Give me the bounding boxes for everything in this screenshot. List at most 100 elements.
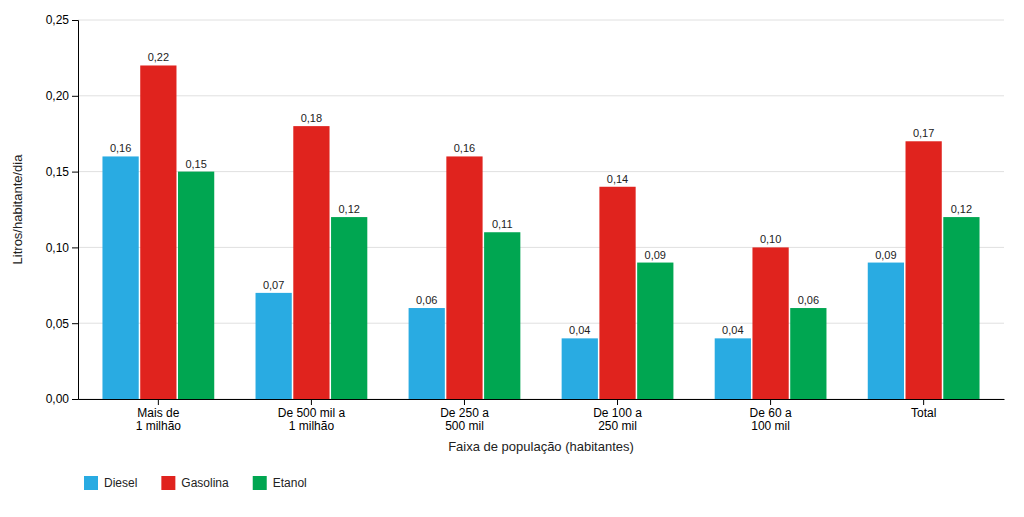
x-tick-label: De 100 a250 mil — [593, 406, 642, 434]
y-tick-mark — [72, 399, 78, 400]
x-tick-label: Total — [911, 406, 936, 420]
data-label: 0,04 — [722, 324, 743, 336]
x-tick-mark — [923, 399, 924, 405]
y-tick-mark — [72, 323, 78, 324]
grid-line — [78, 247, 1004, 248]
bar-series — [140, 65, 942, 399]
x-tick-label-line: 100 mil — [751, 419, 790, 433]
y-tick: 0,20 — [46, 89, 78, 103]
x-tick-mark — [311, 399, 312, 405]
x-tick-label-line: 500 mil — [445, 419, 484, 433]
y-tick-mark — [72, 96, 78, 97]
data-label: 0,17 — [913, 127, 934, 139]
legend-label: Diesel — [104, 476, 137, 490]
y-tick: 0,05 — [46, 317, 78, 331]
bar — [599, 187, 635, 399]
grid-line — [78, 171, 1004, 172]
data-label: 0,10 — [760, 233, 781, 245]
grid — [78, 20, 1004, 399]
y-tick: 0,00 — [46, 392, 78, 406]
y-tick-label: 0,15 — [46, 165, 70, 179]
data-label: 0,06 — [416, 294, 437, 306]
y-tick: 0,25 — [46, 13, 78, 27]
y-axis: 0,00 0,05 0,10 0,15 0,20 0,25 — [46, 13, 79, 406]
data-label: 0,06 — [798, 294, 819, 306]
data-label: 0,09 — [645, 249, 666, 261]
x-tick-label-line: De 250 a — [440, 406, 489, 420]
x-tick-label-line: Mais de — [137, 406, 179, 420]
x-tick-label-line: Total — [911, 406, 936, 420]
grid-line — [78, 20, 1004, 21]
y-axis-title: Litros/habitante/dia — [10, 154, 25, 265]
bar — [446, 156, 482, 399]
y-tick: 0,15 — [46, 165, 78, 179]
x-tick: De 250 a500 mil — [440, 399, 489, 433]
bar — [906, 141, 942, 399]
x-tick-label: De 60 a100 mil — [750, 406, 792, 434]
chart: 0,160,070,060,040,040,090,220,180,160,14… — [0, 0, 1024, 517]
legend-item: Gasolina — [161, 476, 229, 490]
legend-item: Etanol — [253, 476, 307, 490]
x-tick-mark — [770, 399, 771, 405]
plot: 0,160,070,060,040,040,090,220,180,160,14… — [10, 13, 1005, 454]
data-label: 0,18 — [301, 112, 322, 124]
x-tick-label-line: 250 mil — [598, 419, 637, 433]
x-tick-label-line: De 60 a — [750, 406, 792, 420]
x-axis-line — [79, 399, 1005, 400]
x-tick-mark — [158, 399, 159, 405]
x-tick-label-line: De 500 mil a — [278, 406, 346, 420]
data-label: 0,12 — [951, 203, 972, 215]
y-tick-label: 0,25 — [46, 13, 70, 27]
bar — [790, 308, 826, 399]
bar — [752, 247, 788, 399]
x-tick-mark — [617, 399, 618, 405]
legend-label: Gasolina — [181, 476, 229, 490]
y-tick-mark — [72, 247, 78, 248]
legend-item: Diesel — [84, 476, 137, 490]
legend-swatch — [253, 476, 267, 490]
x-tick: De 60 a100 mil — [750, 399, 792, 433]
bars — [102, 65, 979, 399]
bar-series — [178, 172, 980, 399]
data-label: 0,11 — [492, 218, 513, 230]
x-tick-label-line: 1 milhão — [136, 419, 182, 433]
grid-line — [78, 95, 1004, 96]
bar — [409, 308, 445, 399]
data-label: 0,16 — [454, 142, 475, 154]
bar — [102, 156, 138, 399]
y-tick-label: 0,10 — [46, 241, 70, 255]
bar — [943, 217, 979, 399]
data-label: 0,09 — [875, 249, 896, 261]
x-tick-mark — [464, 399, 465, 405]
grid-line — [78, 323, 1004, 324]
x-axis: Mais de1 milhãoDe 500 mil a1 milhãoDe 25… — [79, 399, 1005, 433]
x-tick-label: Mais de1 milhão — [136, 406, 182, 434]
y-tick: 0,10 — [46, 241, 78, 255]
x-axis-title: Faixa de população (habitantes) — [448, 439, 634, 454]
y-tick-mark — [72, 172, 78, 173]
grid-line — [78, 399, 1004, 400]
bar — [562, 338, 598, 399]
y-tick-mark — [72, 20, 78, 21]
x-tick-label-line: De 100 a — [593, 406, 642, 420]
bar — [293, 126, 329, 399]
y-tick-label: 0,20 — [46, 89, 70, 103]
y-tick-label: 0,05 — [46, 317, 70, 331]
x-tick: De 100 a250 mil — [593, 399, 642, 433]
bar — [331, 217, 367, 399]
y-axis-line — [72, 21, 79, 400]
x-tick-label: De 500 mil a1 milhão — [278, 406, 346, 434]
x-tick-label-line: 1 milhão — [289, 419, 335, 433]
x-tick: Total — [911, 399, 936, 420]
y-tick-label: 0,00 — [46, 392, 70, 406]
bar — [178, 172, 214, 399]
data-labels: 0,160,070,060,040,040,090,220,180,160,14… — [110, 51, 972, 336]
bar — [715, 338, 751, 399]
bar — [140, 65, 176, 399]
x-tick: De 500 mil a1 milhão — [278, 399, 346, 433]
x-tick: Mais de1 milhão — [136, 399, 182, 433]
data-label: 0,04 — [569, 324, 590, 336]
legend: Diesel Gasolina Etanol — [84, 476, 307, 490]
x-tick-label: De 250 a500 mil — [440, 406, 489, 434]
bar — [637, 263, 673, 399]
